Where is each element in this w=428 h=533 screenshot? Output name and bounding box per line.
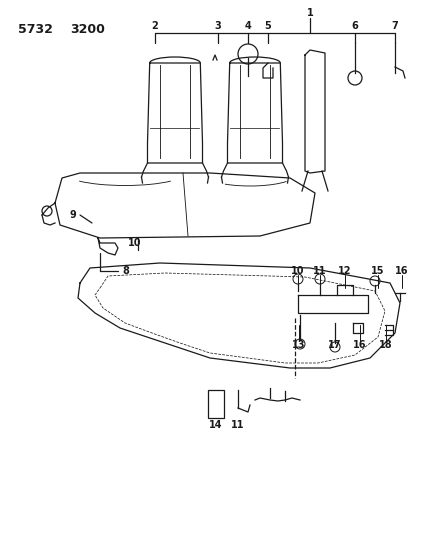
Text: 14: 14 (209, 420, 223, 430)
Text: 9: 9 (70, 210, 76, 220)
Text: 1: 1 (306, 8, 313, 18)
Text: 12: 12 (338, 266, 352, 276)
Text: 11: 11 (231, 420, 245, 430)
Text: 18: 18 (379, 340, 393, 350)
Text: 15: 15 (371, 266, 385, 276)
Text: 13: 13 (292, 340, 306, 350)
Text: 6: 6 (352, 21, 358, 31)
Text: 10: 10 (291, 266, 305, 276)
Bar (208, 390, 224, 418)
Text: 16: 16 (353, 340, 367, 350)
Text: 4: 4 (245, 21, 251, 31)
Text: 3: 3 (214, 21, 221, 31)
Text: 3200: 3200 (70, 23, 105, 36)
Text: 17: 17 (328, 340, 342, 350)
Text: 16: 16 (395, 266, 409, 276)
Text: 5732: 5732 (18, 23, 53, 36)
Text: 11: 11 (313, 266, 327, 276)
Text: 8: 8 (122, 266, 129, 276)
Text: 5: 5 (265, 21, 271, 31)
Text: 7: 7 (392, 21, 398, 31)
Text: 2: 2 (152, 21, 158, 31)
Text: 10: 10 (128, 238, 142, 248)
